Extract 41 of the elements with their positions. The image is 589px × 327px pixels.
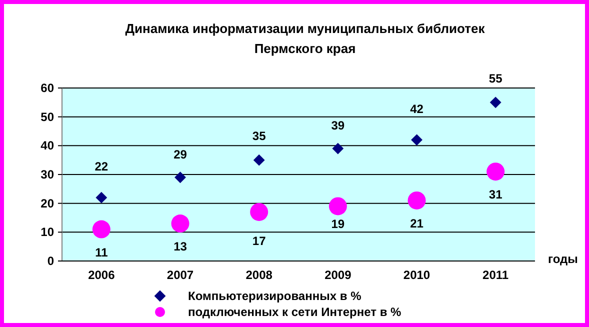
- data-label: 55: [488, 71, 503, 86]
- data-label: 22: [94, 160, 108, 174]
- data-label: 17: [252, 234, 266, 248]
- x-tick-label: 2006: [88, 268, 116, 282]
- x-axis-title: годы: [548, 252, 578, 266]
- y-tick-label: 60: [40, 81, 54, 95]
- data-label: 19: [331, 217, 345, 232]
- point: [254, 154, 265, 166]
- data-label: 13: [174, 240, 188, 254]
- data-label: 39: [331, 118, 345, 133]
- y-tick-label: 40: [40, 138, 54, 153]
- point: [408, 191, 426, 210]
- data-label: 29: [174, 147, 188, 162]
- legend-label: Компьютеризированных в %: [188, 289, 362, 303]
- data-label: 42: [410, 102, 424, 116]
- x-tick-label: 2011: [482, 268, 509, 282]
- x-tick-label: 2010: [403, 268, 430, 282]
- point: [96, 192, 107, 204]
- point: [490, 96, 502, 108]
- legend-label: подключенных к сети Интернет в %: [188, 305, 402, 319]
- x-tick-label: 2009: [324, 268, 352, 282]
- data-label: 31: [488, 188, 503, 202]
- point: [486, 162, 505, 181]
- data-label: 35: [252, 129, 266, 144]
- point: [332, 143, 344, 154]
- x-tick-label: 2007: [166, 268, 194, 282]
- point: [171, 214, 190, 233]
- point: [411, 134, 422, 146]
- data-label: 21: [410, 216, 424, 230]
- chart-title: Динамика информатизации муниципальных библиотек Пермского края: [125, 21, 486, 56]
- y-tick-label: 50: [40, 110, 54, 124]
- point: [250, 202, 268, 221]
- data-label: 11: [95, 245, 108, 260]
- y-tick-label: 10: [40, 225, 54, 240]
- y-tick-label: 0: [47, 254, 54, 268]
- y-tick-label: 30: [40, 168, 54, 182]
- point: [92, 220, 110, 238]
- point: [174, 172, 186, 183]
- y-tick-label: 20: [40, 196, 54, 210]
- x-tick-label: 2008: [246, 268, 273, 282]
- point: [328, 197, 347, 216]
